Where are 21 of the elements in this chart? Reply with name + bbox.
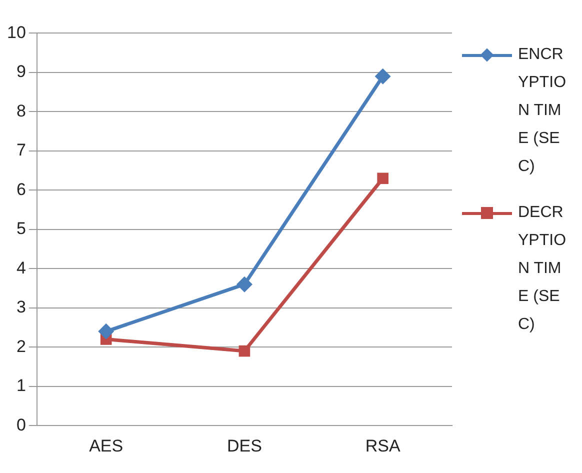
y-tick-label: 4 — [16, 258, 26, 278]
legend-label: DECRYPTION TIME (SEC) — [518, 203, 568, 335]
point — [236, 276, 252, 292]
point — [238, 345, 250, 357]
x-tick-label: AES — [89, 436, 124, 456]
x-tick-label: RSA — [365, 436, 401, 456]
point — [377, 172, 388, 184]
y-tick-label: 10 — [6, 22, 26, 42]
y-tick-label: 3 — [16, 298, 26, 317]
y-tick-label: 7 — [16, 140, 26, 160]
y-tick-label: 9 — [16, 62, 26, 82]
legend-label: ENCRYPTION TIME (SEC) — [518, 45, 568, 177]
point — [98, 323, 114, 340]
y-tick-label: 1 — [16, 376, 26, 396]
y-tick-label: 6 — [16, 180, 26, 199]
y-tick-label: 2 — [16, 336, 26, 356]
x-tick-label: DES — [226, 436, 262, 456]
y-tick-label: 5 — [16, 219, 26, 238]
y-tick-label: 8 — [16, 101, 26, 120]
y-tick-label: 0 — [16, 415, 26, 434]
point — [374, 68, 391, 84]
